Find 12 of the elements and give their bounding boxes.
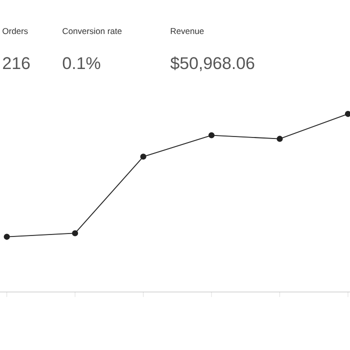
- point: [208, 132, 215, 138]
- text: Conversion rate: [62, 28, 122, 34]
- point: [344, 110, 350, 117]
- text: $50,968.06: [170, 56, 254, 72]
- point: [4, 234, 10, 240]
- point: [276, 136, 283, 142]
- text: 0.1%: [62, 57, 100, 70]
- text: 216: [3, 57, 30, 70]
- text: Orders: [2, 28, 28, 34]
- text: Revenue: [170, 28, 204, 34]
- point: [72, 230, 78, 236]
- point: [140, 154, 146, 160]
